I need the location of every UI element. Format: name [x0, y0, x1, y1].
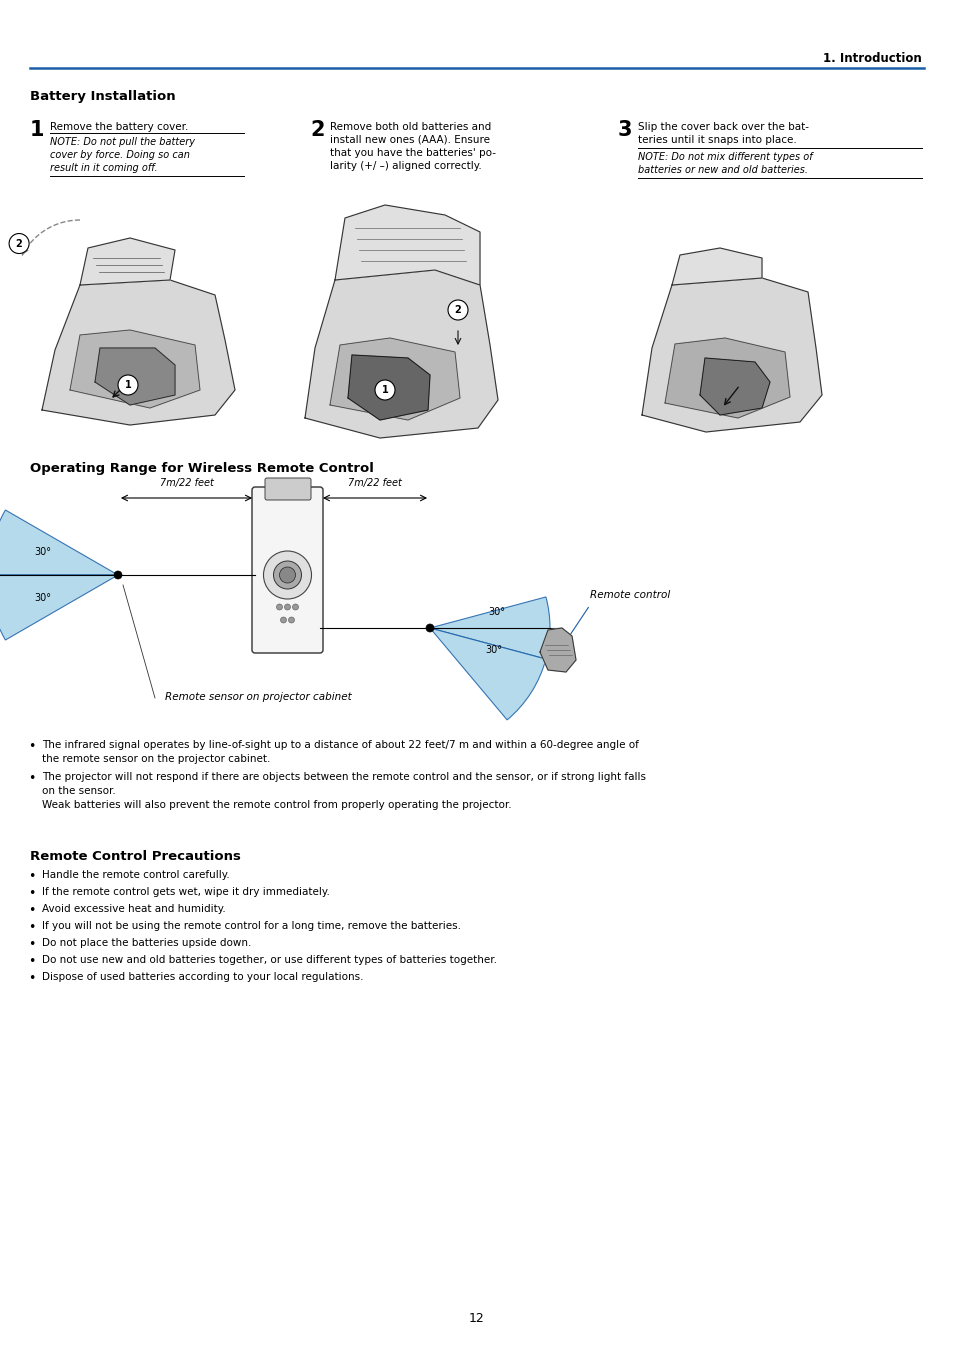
- Circle shape: [113, 572, 122, 580]
- Text: Dispose of used batteries according to your local regulations.: Dispose of used batteries according to y…: [42, 972, 363, 981]
- Text: on the sensor.: on the sensor.: [42, 786, 115, 797]
- Text: larity (+/ –) aligned correctly.: larity (+/ –) aligned correctly.: [330, 160, 481, 171]
- Text: 3: 3: [618, 120, 632, 140]
- Text: 2: 2: [310, 120, 324, 140]
- Text: •: •: [28, 905, 35, 917]
- Text: •: •: [28, 772, 35, 785]
- Circle shape: [288, 617, 294, 623]
- Circle shape: [276, 604, 282, 611]
- Text: 2: 2: [15, 239, 23, 248]
- Text: 30°: 30°: [34, 547, 51, 557]
- Text: NOTE: Do not pull the battery: NOTE: Do not pull the battery: [50, 137, 194, 147]
- Text: Remote sensor on projector cabinet: Remote sensor on projector cabinet: [165, 692, 352, 702]
- Polygon shape: [539, 628, 576, 673]
- Text: Remote control: Remote control: [589, 590, 670, 600]
- Text: batteries or new and old batteries.: batteries or new and old batteries.: [638, 164, 807, 175]
- Text: Operating Range for Wireless Remote Control: Operating Range for Wireless Remote Cont…: [30, 462, 374, 474]
- Wedge shape: [0, 576, 118, 640]
- Text: 1: 1: [125, 380, 132, 390]
- Text: If you will not be using the remote control for a long time, remove the batterie: If you will not be using the remote cont…: [42, 921, 460, 931]
- Wedge shape: [430, 597, 550, 659]
- Text: •: •: [28, 954, 35, 968]
- Text: Avoid excessive heat and humidity.: Avoid excessive heat and humidity.: [42, 905, 226, 914]
- Text: 2: 2: [455, 305, 461, 315]
- Polygon shape: [700, 359, 769, 415]
- Polygon shape: [70, 330, 200, 408]
- Text: Handle the remote control carefully.: Handle the remote control carefully.: [42, 869, 230, 880]
- Text: The projector will not respond if there are objects between the remote control a: The projector will not respond if there …: [42, 772, 645, 782]
- Text: result in it coming off.: result in it coming off.: [50, 163, 157, 173]
- FancyBboxPatch shape: [252, 487, 323, 652]
- Text: Remote Control Precautions: Remote Control Precautions: [30, 851, 240, 863]
- Text: Do not place the batteries upside down.: Do not place the batteries upside down.: [42, 938, 251, 948]
- Text: Remove both old batteries and: Remove both old batteries and: [330, 123, 491, 132]
- Wedge shape: [0, 510, 118, 576]
- Circle shape: [274, 561, 301, 589]
- Text: 30°: 30°: [488, 607, 504, 617]
- Text: If the remote control gets wet, wipe it dry immediately.: If the remote control gets wet, wipe it …: [42, 887, 330, 896]
- Circle shape: [118, 375, 138, 395]
- Polygon shape: [348, 355, 430, 421]
- Circle shape: [10, 233, 29, 253]
- Polygon shape: [335, 205, 479, 284]
- Circle shape: [426, 624, 434, 632]
- Polygon shape: [641, 278, 821, 431]
- Text: Remove the battery cover.: Remove the battery cover.: [50, 123, 188, 132]
- Polygon shape: [305, 270, 497, 438]
- Text: •: •: [28, 740, 35, 754]
- Text: 30°: 30°: [34, 593, 51, 603]
- Polygon shape: [664, 338, 789, 418]
- Text: 30°: 30°: [484, 644, 501, 655]
- Circle shape: [263, 551, 312, 599]
- Circle shape: [284, 604, 291, 611]
- Text: install new ones (AAA). Ensure: install new ones (AAA). Ensure: [330, 135, 490, 146]
- Text: NOTE: Do not mix different types of: NOTE: Do not mix different types of: [638, 152, 812, 162]
- Polygon shape: [42, 280, 234, 425]
- Text: 7m/22 feet: 7m/22 feet: [348, 479, 401, 488]
- Text: •: •: [28, 938, 35, 950]
- Circle shape: [293, 604, 298, 611]
- Circle shape: [280, 617, 286, 623]
- Polygon shape: [671, 248, 761, 284]
- Circle shape: [279, 568, 295, 582]
- Circle shape: [375, 380, 395, 400]
- Text: Do not use new and old batteries together, or use different types of batteries t: Do not use new and old batteries togethe…: [42, 954, 497, 965]
- Text: The infrared signal operates by line-of-sight up to a distance of about 22 feet/: The infrared signal operates by line-of-…: [42, 740, 639, 749]
- Text: cover by force. Doing so can: cover by force. Doing so can: [50, 150, 190, 160]
- Text: •: •: [28, 921, 35, 934]
- Text: 1: 1: [30, 120, 45, 140]
- Polygon shape: [95, 348, 174, 404]
- Text: 1: 1: [381, 386, 388, 395]
- Text: •: •: [28, 869, 35, 883]
- Text: teries until it snaps into place.: teries until it snaps into place.: [638, 135, 796, 146]
- Circle shape: [448, 301, 468, 319]
- Text: 7m/22 feet: 7m/22 feet: [159, 479, 213, 488]
- Text: that you have the batteries' po-: that you have the batteries' po-: [330, 148, 496, 158]
- Text: Weak batteries will also prevent the remote control from properly operating the : Weak batteries will also prevent the rem…: [42, 799, 511, 810]
- Polygon shape: [330, 338, 459, 421]
- Text: •: •: [28, 972, 35, 985]
- Text: Battery Installation: Battery Installation: [30, 90, 175, 102]
- Text: 1. Introduction: 1. Introduction: [822, 51, 921, 65]
- Polygon shape: [80, 239, 174, 284]
- Text: the remote sensor on the projector cabinet.: the remote sensor on the projector cabin…: [42, 754, 270, 764]
- Text: •: •: [28, 887, 35, 900]
- Text: 12: 12: [469, 1312, 484, 1325]
- Wedge shape: [430, 628, 545, 720]
- Text: Slip the cover back over the bat-: Slip the cover back over the bat-: [638, 123, 808, 132]
- FancyBboxPatch shape: [265, 479, 311, 500]
